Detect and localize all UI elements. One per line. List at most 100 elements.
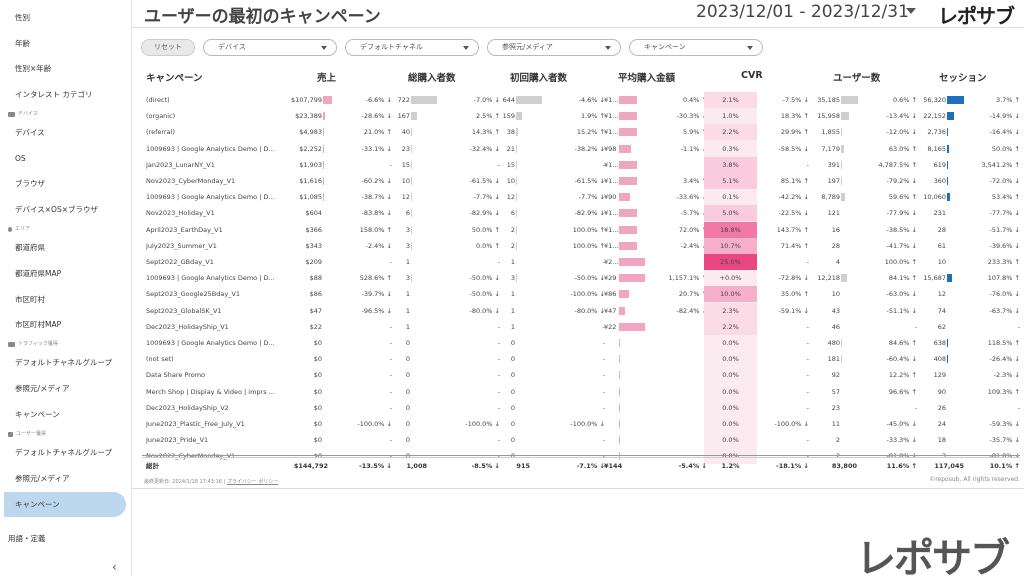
header-total-buyers[interactable]: 総購入者数 [408,73,456,84]
total-divider-2 [142,457,1020,458]
total-buyers-change: - [497,371,500,380]
sidebar-item-interest[interactable]: インタレスト カテゴリ [15,90,93,99]
sidebar-item-city[interactable]: 市区町村 [15,295,45,304]
table-row[interactable]: Nov2023_Holiday_V1 $604 -83.8% ↓ 6 -82.9% ↓ 6… [142,205,1024,222]
sidebar-item-gender-age[interactable]: 性別×年齢 [15,64,52,73]
cvr-value: 2.1% [704,92,757,108]
total-first-buyers-change: -7.1% ↓ [576,462,605,470]
sidebar-item-device[interactable]: デバイス [15,128,45,137]
revenue-change: -6.6% ↓ [365,96,392,104]
users-value: 8,789 [821,193,840,202]
header-avg-amount[interactable]: 平均購入金額 [618,73,676,84]
sidebar-item-prefecture[interactable]: 都道府県 [15,243,45,252]
table-row[interactable]: Nov2022_CyberMonday_V1$0-0-0--0.0%-2-81.… [142,448,1024,465]
total-avg-amount: ¥144 [604,462,623,470]
header-campaign[interactable]: キャンペーン [146,73,203,84]
date-dropdown-icon[interactable] [906,8,916,14]
table-row[interactable]: Sept2023_Google25Bday_V1 $86 -39.7% ↓ 1 -50.… [142,286,1024,303]
table-row[interactable]: (not set)$0-0-0--0.0%-181-60.4% ↓408-26.… [142,351,1024,368]
sidebar-item-prefecture-map[interactable]: 都道府県MAP [15,269,62,278]
cvr-value: 25.0% [704,254,757,270]
revenue-bar [323,96,332,104]
reset-button[interactable]: リセット [141,39,195,56]
sidebar-item-os[interactable]: OS [15,154,26,163]
table-row[interactable]: 1009693 | Google Analytics Demo | D... $2… [142,140,1024,157]
sessions-change: -51.7% ↓ [989,225,1020,234]
filter-campaign[interactable]: キャンペーン [629,39,763,56]
privacy-link[interactable]: プライバシー ポリシー [226,479,279,485]
table-row[interactable]: Merch Shop | Display & Video | imprs ...… [142,383,1024,400]
table-row[interactable]: July2023_Summer_V1 $343 -2.4% ↓ 3 0.0% ↑ 2 100… [142,237,1024,254]
table-row[interactable]: (direct) $107,799 -6.6% ↓ 722 -7.0% ↓ 644 -4.6… [142,92,1024,108]
table-row[interactable]: Dec2023_HolidayShip_V1$22-1-1-¥22-2.2%-4… [142,318,1024,335]
campaign-name: 1009693 | Google Analytics Demo | D... [146,144,275,153]
sessions-value: 12 [937,290,946,299]
table-row[interactable]: April2023_EarthDay_V1 $366 158.0% ↑ 3 50.0% … [142,221,1024,238]
first-buyers-change: - [602,339,605,347]
sidebar-item-device-os-browser[interactable]: デバイス×OS×ブラウザ [15,205,99,214]
campaign-name: (not set) [146,355,174,364]
header-revenue[interactable]: 売上 [317,73,337,84]
table-row[interactable]: Sept2022_GBday_V1$209-1-1-¥2...-25.0%-41… [142,254,1024,270]
filter-source-medium[interactable]: 参照元/メディア [487,39,621,56]
avg-amount-bar [619,209,637,218]
table-row[interactable]: 1009693 | Google Analytics Demo | D... $1… [142,189,1024,206]
table-row[interactable]: June2023_Pride_V1$0-0-0--0.0%-2-33.3% ↓1… [142,432,1024,449]
table-row[interactable]: (referral) $4,983 21.0% ↑ 40 14.3% ↑ 38 15.2% … [142,124,1024,141]
filter-device[interactable]: デバイス [203,39,337,56]
date-range[interactable]: 2023/12/01 - 2023/12/31 [696,2,909,22]
header-users[interactable]: ユーザー数 [833,73,881,84]
total-buyers-value: 23 [401,144,410,153]
first-buyers-change: -82.9% ↓ [574,209,605,218]
sidebar-item-gender[interactable]: 性別 [15,13,30,22]
sidebar: 性別 年齢 性別×年齢 インタレスト カテゴリ デバイス デバイス OS ブラウ… [0,0,132,576]
avg-amount-value: ¥1... [604,177,619,185]
sidebar-item-traffic-source[interactable]: 参照元/メディア [15,384,70,393]
table-row[interactable]: Sept2023_GlobalSK_V1 $47 -96.5% ↓ 1 -80.0% ↓… [142,302,1024,319]
table-row[interactable]: 1009693 | Google Analytics Demo | D... $0… [142,335,1024,351]
revenue-change: 528.6% ↑ [359,274,392,283]
sidebar-item-glossary[interactable]: 用語・定義 [8,534,46,543]
sessions-change: -77.7% ↓ [989,209,1020,218]
users-value: 12,218 [817,274,840,283]
table-row[interactable]: Nov2023_CyberMonday_V1 $1,616 -60.2% ↓ 10 -6… [142,173,1024,189]
table-row[interactable]: (organic) $23,389 -28.6% ↓ 167 2.5% ↑ 159 1.9%… [142,108,1024,125]
sidebar-item-browser[interactable]: ブラウザ [15,179,45,188]
total-users-change: 11.6% ↑ [886,462,917,470]
users-change: -45.0% ↓ [886,420,917,428]
campaign-name: Merch Shop | Display & Video | imprs ... [146,387,275,396]
table-row[interactable]: Jan2023_LunarNY_V1$1,903-15-15-¥1...-3.8… [142,156,1024,173]
first-buyers-change: - [602,387,605,396]
sidebar-item-traffic-channel[interactable]: デフォルトチャネルグループ [15,358,112,367]
sidebar-item-user-channel[interactable]: デフォルトチャネルグループ [15,448,112,457]
table-row[interactable]: Dec2023_HolidayShip_V2$0-0-0--0.0%-23-26… [142,399,1024,416]
table-row[interactable]: 1009693 | Google Analytics Demo | D... $8… [142,270,1024,287]
total-buyers-change: -7.7% ↓ [473,193,500,202]
first-buyers-change: 100.0% ↑ [572,225,605,234]
users-value: 2 [835,436,840,445]
total-buyers-change: - [497,160,500,169]
sidebar-item-user-campaign[interactable]: キャンペーン [4,492,126,517]
revenue-value: $0 [262,448,322,464]
avg-amount-value: ¥1... [604,225,619,234]
sidebar-item-user-source[interactable]: 参照元/メディア [15,474,70,483]
table-row[interactable]: June2023_Plastic_Free_July_V1 $0 -100.0% ↓… [142,416,1024,432]
revenue-value: $0 [313,420,322,428]
sessions-change: -72.0% ↓ [989,177,1020,185]
header-sessions[interactable]: セッション [939,73,987,84]
sessions-bar [947,96,964,104]
sidebar-item-traffic-campaign[interactable]: キャンペーン [15,410,60,419]
campaign-name: (organic) [146,112,176,121]
header-first-buyers[interactable]: 初回購入者数 [510,73,568,84]
total-buyers-change: 2.5% ↑ [475,112,500,121]
collapse-sidebar-icon[interactable]: ‹ [112,560,117,574]
cvr-change: -42.2% ↓ [778,193,809,202]
header-cvr[interactable]: CVR [741,70,763,81]
users-value: 46 [831,322,840,331]
sessions-change: -59.3% ↓ [989,420,1020,428]
filter-channel[interactable]: デフォルトチャネル [345,39,479,56]
filter-campaign-label: キャンペーン [644,43,686,51]
sidebar-item-city-map[interactable]: 市区町村MAP [15,320,62,329]
sidebar-item-age[interactable]: 年齢 [15,39,30,48]
